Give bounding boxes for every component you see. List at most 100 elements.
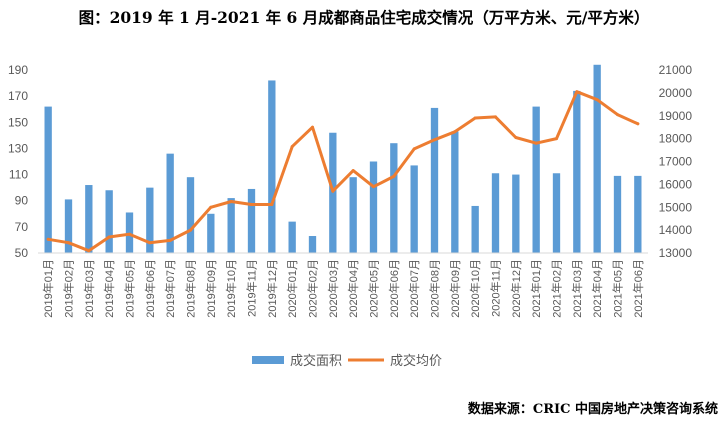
- price-point: [412, 147, 416, 151]
- area-bar: [634, 175, 642, 253]
- price-point: [331, 189, 335, 193]
- legend-bar-label: 成交面积: [290, 353, 342, 368]
- x-tick-label: 2020年08月: [428, 259, 442, 318]
- price-point: [473, 116, 477, 120]
- area-bar: [410, 165, 418, 253]
- legend-line-label: 成交均价: [390, 353, 442, 368]
- left-tick-label: 70: [15, 220, 29, 234]
- x-tick-label: 2021年01月: [529, 259, 543, 318]
- price-line-layer: [46, 90, 640, 253]
- right-tick-label: 13000: [659, 246, 693, 260]
- x-tick-label: 2021年06月: [631, 259, 645, 318]
- area-bar: [64, 199, 73, 253]
- left-tick-label: 110: [9, 168, 28, 182]
- price-point: [534, 141, 538, 145]
- area-bar: [186, 177, 195, 253]
- area-bar: [512, 174, 520, 253]
- price-point: [311, 125, 314, 129]
- price-point: [433, 138, 436, 142]
- price-point: [290, 145, 294, 149]
- price-point: [270, 203, 274, 207]
- x-tick-label: 2020年03月: [326, 259, 340, 318]
- x-tick-label: 2019年03月: [82, 259, 96, 318]
- area-bars: [44, 64, 642, 254]
- right-tick-label: 18000: [659, 132, 693, 146]
- price-point: [250, 203, 253, 207]
- x-tick-label: 2019年02月: [62, 259, 76, 318]
- price-point: [494, 115, 497, 119]
- area-bar: [268, 80, 276, 253]
- area-bar: [593, 64, 601, 254]
- x-tick-label: 2020年05月: [367, 259, 381, 318]
- right-tick-label: 16000: [659, 177, 693, 191]
- price-point: [189, 228, 192, 232]
- area-bar: [369, 161, 378, 253]
- price-point: [87, 249, 91, 253]
- area-bar: [85, 185, 93, 253]
- area-bar: [329, 132, 337, 253]
- right-tick-label: 17000: [659, 155, 693, 169]
- area-bar: [552, 173, 561, 253]
- x-tick-label: 2020年10月: [468, 259, 482, 318]
- area-bar: [146, 187, 154, 253]
- x-tick-label: 2020年02月: [306, 259, 320, 318]
- x-tick-label: 2020年01月: [285, 259, 299, 318]
- source-note: 数据来源：CRIC 中国房地产决策咨询系统: [467, 402, 718, 417]
- left-tick-label: 90: [15, 194, 29, 208]
- price-point: [46, 237, 50, 241]
- x-tick-label: 2019年04月: [102, 259, 116, 318]
- area-bar: [105, 190, 113, 253]
- left-tick-label: 170: [8, 89, 28, 103]
- price-point: [168, 238, 172, 242]
- price-point: [616, 113, 619, 117]
- area-bar: [430, 107, 439, 254]
- x-tick-label: 2021年02月: [550, 259, 564, 318]
- area-bar: [44, 106, 52, 253]
- x-tick-label: 2020年04月: [346, 259, 360, 318]
- x-tick-label: 2020年06月: [387, 259, 401, 318]
- x-tick-label: 2019年10月: [224, 259, 238, 318]
- price-point: [392, 174, 396, 178]
- price-point: [595, 98, 599, 102]
- x-axis-labels: 2019年01月 2019年02月 2019年03月 2019年04月 2019年05月…: [41, 259, 645, 318]
- left-tick-label: 150: [8, 115, 28, 129]
- area-bar: [491, 173, 500, 253]
- left-tick-label: 190: [8, 63, 28, 77]
- x-tick-label: 2021年04月: [590, 259, 604, 318]
- area-bar: [349, 177, 357, 253]
- price-point: [148, 241, 152, 245]
- area-bar: [288, 221, 296, 253]
- area-bar: [613, 175, 622, 253]
- x-tick-label: 2019年08月: [184, 259, 198, 318]
- price-point: [636, 122, 640, 126]
- left-axis-ticks: 50 70 90 110 130 150 170 190: [8, 63, 28, 260]
- area-bar: [471, 205, 479, 253]
- legend: 成交面积 成交均价: [252, 353, 442, 368]
- right-axis-ticks: 13000 14000 15000 16000 17000 18000 19000 20000…: [659, 63, 693, 260]
- price-point: [67, 241, 70, 245]
- chart-title: 图：2019 年 1 月-2021 年 6 月成都商品住宅成交情况（万平方米、元…: [78, 8, 650, 27]
- x-tick-label: 2020年09月: [448, 259, 462, 318]
- x-tick-label: 2020年12月: [509, 259, 523, 318]
- price-line: [46, 90, 640, 253]
- price-point: [128, 232, 131, 236]
- x-tick-label: 2020年07月: [407, 259, 421, 318]
- area-bar: [308, 236, 317, 253]
- x-tick-label: 2019年09月: [204, 259, 218, 318]
- area-bar: [532, 106, 540, 253]
- left-tick-label: 50: [15, 246, 29, 260]
- legend-bar-swatch: [252, 356, 284, 364]
- x-tick-label: 2020年11月: [489, 259, 503, 317]
- price-point: [372, 185, 375, 189]
- price-point: [229, 200, 233, 204]
- price-point: [209, 205, 213, 209]
- right-tick-label: 15000: [659, 200, 693, 214]
- area-bar: [247, 188, 256, 253]
- left-tick-label: 130: [8, 141, 28, 155]
- x-tick-label: 2019年05月: [123, 259, 137, 318]
- right-tick-label: 21000: [659, 63, 693, 77]
- area-bar: [390, 143, 398, 253]
- area-bar: [166, 153, 174, 253]
- price-point: [351, 169, 355, 173]
